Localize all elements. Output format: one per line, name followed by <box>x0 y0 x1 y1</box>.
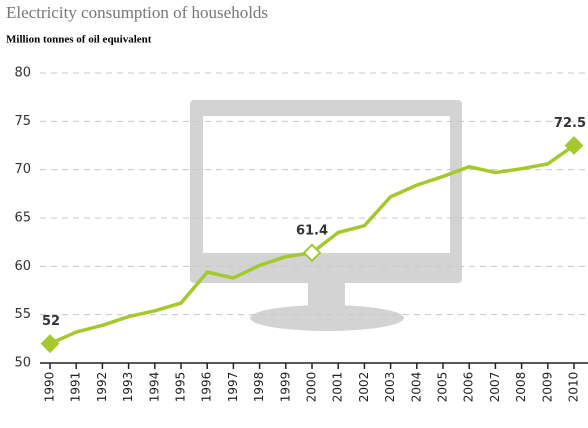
x-tick-label: 1990 <box>43 372 57 403</box>
x-tick-label: 2007 <box>488 372 502 403</box>
y-tick-label: 75 <box>14 114 31 129</box>
x-tick-label: 1999 <box>278 372 292 403</box>
x-tick-label: 2008 <box>514 372 528 403</box>
y-tick-label: 80 <box>14 66 31 81</box>
monitor-illustration <box>190 100 462 331</box>
x-tick-label: 2001 <box>331 372 345 403</box>
x-tick-label: 2004 <box>409 372 423 403</box>
data-label: 61.4 <box>296 223 328 238</box>
point-marker <box>302 243 322 263</box>
chart-title: Electricity consumption of households <box>6 3 268 22</box>
y-tick-label: 70 <box>14 162 31 177</box>
x-tick-label: 1996 <box>200 372 214 403</box>
x-tick-label: 1995 <box>174 372 188 403</box>
x-tick-label: 2002 <box>357 372 371 403</box>
data-label: 72.5 <box>554 116 586 131</box>
point-marker <box>564 136 584 155</box>
x-tick-label: 1998 <box>252 372 266 403</box>
x-tick-label: 1991 <box>69 372 83 403</box>
y-tick-label: 60 <box>14 259 31 274</box>
x-tick-label: 2006 <box>462 372 476 403</box>
point-marker <box>40 334 60 354</box>
x-tick-label: 2009 <box>540 372 554 403</box>
x-tick-label: 1993 <box>121 372 135 403</box>
x-tick-label: 2000 <box>305 372 319 403</box>
y-tick-label: 65 <box>14 211 31 226</box>
y-tick-label: 55 <box>14 307 31 322</box>
x-tick-label: 2005 <box>436 372 450 403</box>
chart-subtitle: Million tonnes of oil equivalent <box>6 34 152 46</box>
data-label: 52 <box>42 314 60 329</box>
x-tick-label: 1994 <box>147 372 161 403</box>
x-tick-label: 1992 <box>95 372 109 403</box>
x-tick-label: 1997 <box>226 372 240 403</box>
x-tick-label: 2010 <box>567 372 581 403</box>
x-tick-label: 2003 <box>383 372 397 403</box>
y-tick-label: 50 <box>14 356 31 371</box>
